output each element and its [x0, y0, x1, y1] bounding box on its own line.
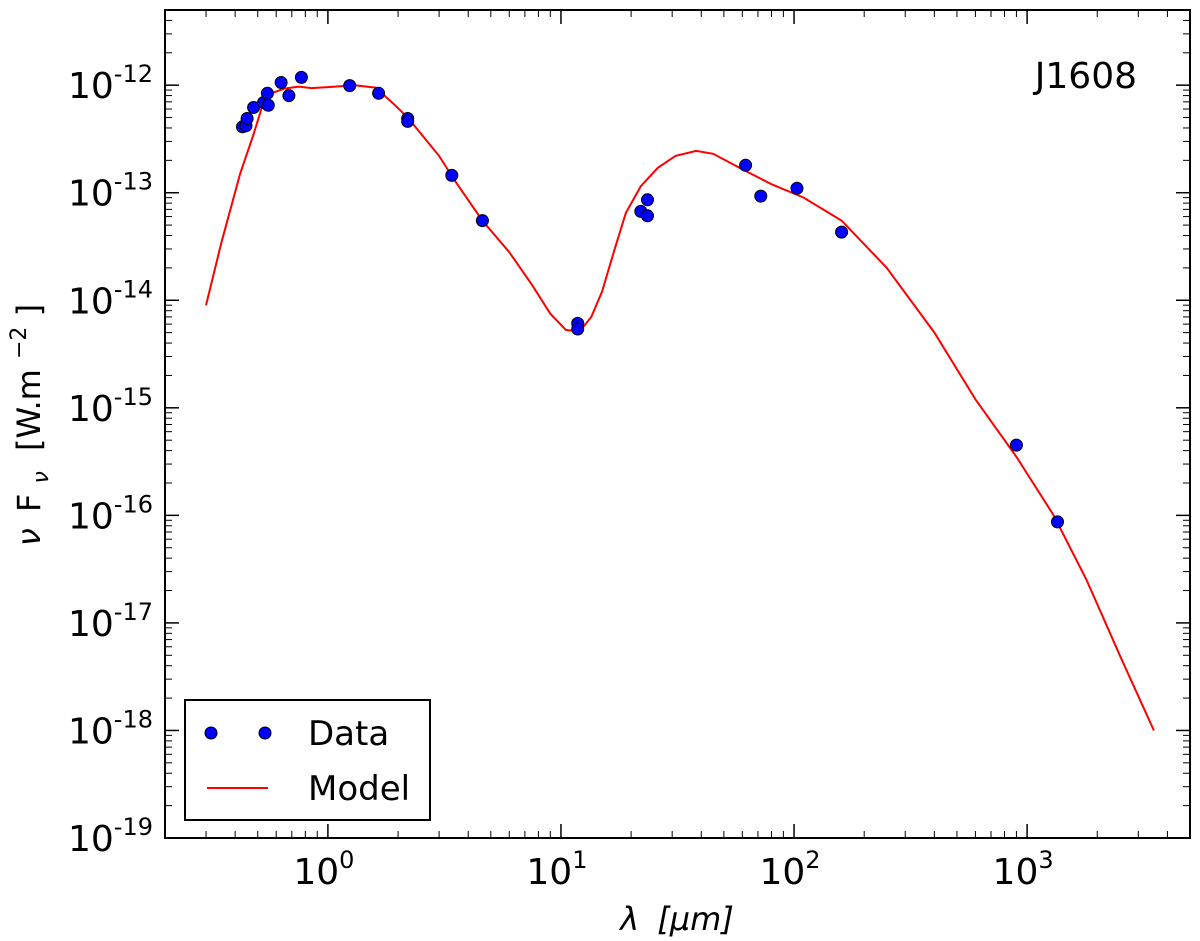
legend-box — [184, 699, 431, 821]
data-point — [641, 193, 654, 207]
data-point — [401, 114, 415, 128]
y-tick-label-base: 10 — [68, 66, 114, 107]
y-tick-label: 10-14 — [68, 275, 153, 322]
y-tick-label-exp: -13 — [114, 168, 153, 196]
y-tick-label-exp: -19 — [114, 813, 153, 841]
y-tick-label-base: 10 — [68, 496, 114, 537]
x-tick-label-base: 10 — [993, 852, 1039, 893]
data-point — [1051, 515, 1064, 529]
y-tick-label-exp: -18 — [114, 705, 153, 733]
y-axis-label-unit-exp: −2 — [7, 327, 32, 359]
data-point — [475, 214, 489, 228]
y-tick-label-base: 10 — [68, 174, 114, 215]
y-tick-label: 10-12 — [68, 60, 153, 107]
y-tick-label-exp: -12 — [114, 60, 153, 88]
y-tick-label: 10-16 — [68, 490, 153, 537]
y-tick-label-base: 10 — [68, 604, 114, 645]
x-tick-label-base: 10 — [759, 852, 805, 893]
y-tick-label-exp: -15 — [114, 383, 153, 411]
data-points-layer — [236, 70, 1064, 529]
y-tick-label: 10-13 — [68, 168, 153, 215]
ticks-layer: 10-1910-1810-1710-1610-1510-1410-1310-12… — [68, 10, 1190, 893]
data-point — [1009, 438, 1023, 452]
y-tick-label-base: 10 — [68, 281, 114, 322]
data-point — [445, 168, 459, 182]
y-tick-label: 10-19 — [68, 813, 153, 860]
y-tick-label: 10-17 — [68, 598, 153, 645]
legend-label: Data — [308, 714, 389, 754]
x-tick-label-base: 10 — [526, 852, 572, 893]
x-axis-label-symbol: λ — [618, 900, 639, 938]
y-axis-label-nu: ν — [10, 528, 48, 546]
data-point — [641, 209, 654, 223]
x-tick-label: 101 — [526, 846, 587, 893]
x-tick-label: 103 — [993, 846, 1054, 893]
data-point — [260, 86, 274, 100]
data-point — [343, 79, 357, 93]
y-tick-label-base: 10 — [68, 819, 114, 860]
y-axis-label-unit-open: [W.m — [10, 369, 48, 451]
y-tick-label-base: 10 — [68, 389, 114, 430]
legend-data-marker — [258, 726, 272, 740]
x-axis-label: λ [μm] — [618, 900, 734, 938]
x-tick-label: 100 — [293, 846, 354, 893]
x-tick-label-exp: 3 — [1038, 846, 1053, 874]
y-axis-label: ν F ν [W.m −2 ] — [0, 304, 56, 546]
y-axis-label-f: F — [10, 494, 48, 512]
y-tick-label: 10-18 — [68, 705, 153, 752]
x-tick-label: 102 — [759, 846, 820, 893]
data-point — [790, 181, 804, 195]
y-tick-label-base: 10 — [68, 711, 114, 752]
x-tick-label-exp: 1 — [572, 846, 587, 874]
data-point — [754, 189, 768, 203]
x-tick-label-exp: 0 — [339, 846, 354, 874]
y-tick-label-exp: -17 — [114, 598, 153, 626]
object-label: J1608 — [1033, 56, 1137, 97]
data-point — [240, 112, 254, 125]
legend-entries: Data Model — [204, 714, 410, 809]
y-tick-label-exp: -14 — [114, 275, 153, 303]
data-point — [282, 89, 296, 103]
x-tick-label-base: 10 — [293, 852, 339, 893]
y-tick-label-exp: -16 — [114, 490, 153, 518]
legend-label: Model — [308, 769, 410, 809]
y-axis-label-unit-close: ] — [10, 304, 48, 316]
y-tick-label: 10-15 — [68, 383, 153, 430]
data-point — [372, 86, 386, 100]
data-point — [739, 158, 753, 172]
data-point — [274, 76, 288, 89]
legend-data-marker — [204, 726, 218, 740]
data-point — [294, 70, 308, 84]
legend: Data Model — [184, 699, 431, 821]
x-axis-label-unit: [μm] — [657, 900, 734, 938]
data-point — [835, 225, 849, 239]
data-point — [261, 98, 275, 112]
y-axis-label-sub: ν — [29, 471, 54, 483]
data-point — [571, 322, 585, 336]
x-tick-label-exp: 2 — [805, 846, 820, 874]
